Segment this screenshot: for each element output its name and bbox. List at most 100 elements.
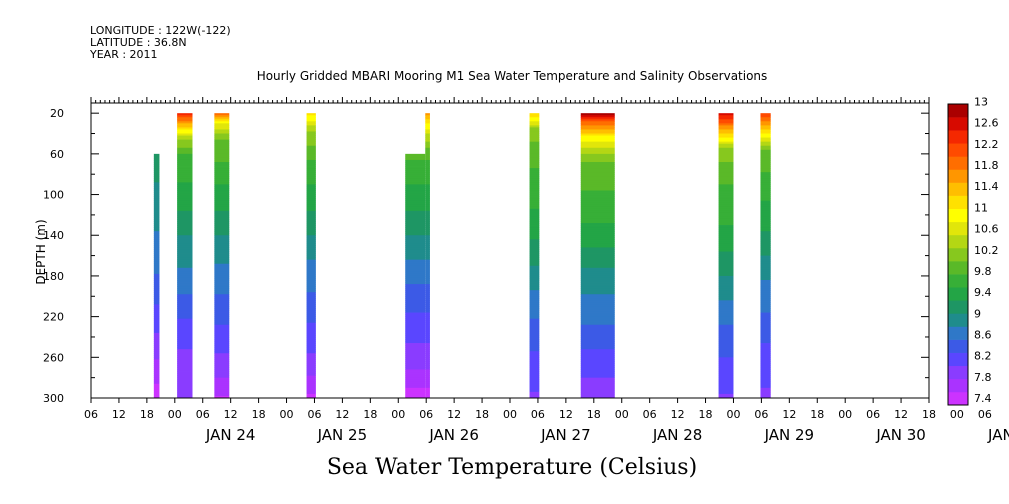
colorbar-label: 8.2 (974, 350, 992, 363)
temperature-band (529, 349, 540, 352)
temperature-band (153, 330, 160, 334)
temperature-band (177, 375, 193, 379)
temperature-band (214, 261, 230, 265)
temperature-band (718, 123, 734, 126)
temperature-band (529, 304, 540, 307)
temperature-band (580, 339, 615, 342)
temperature-band (425, 316, 430, 320)
temperature-band (306, 186, 316, 189)
temperature-band (580, 194, 615, 197)
temperature-band (529, 249, 540, 252)
temperature-band (306, 249, 316, 252)
temperature-band (529, 306, 540, 309)
temperature-band (177, 159, 193, 163)
temperature-band (177, 355, 193, 358)
temperature-band (153, 355, 160, 358)
temperature-band (405, 233, 426, 236)
temperature-band (306, 280, 316, 283)
temperature-band (580, 233, 615, 236)
temperature-band (580, 125, 615, 128)
temperature-band (425, 147, 430, 151)
temperature-band (214, 117, 230, 120)
temperature-band (153, 233, 160, 236)
temperature-band (306, 367, 316, 370)
colorbar-swatch (948, 234, 968, 249)
temperature-band (425, 233, 430, 236)
temperature-band (529, 353, 540, 356)
temperature-band (405, 389, 426, 393)
temperature-band (177, 241, 193, 244)
temperature-band (718, 316, 734, 320)
temperature-band (405, 271, 426, 275)
temperature-band (580, 277, 615, 281)
temperature-band (718, 253, 734, 256)
temperature-band (153, 243, 160, 246)
temperature-band (214, 151, 230, 155)
temperature-band (529, 216, 540, 220)
temperature-band (529, 373, 540, 377)
temperature-band (405, 190, 426, 193)
temperature-band (214, 326, 230, 330)
temperature-band (529, 265, 540, 269)
temperature-band (177, 143, 193, 147)
temperature-band (214, 275, 230, 279)
temperature-band (760, 145, 771, 149)
temperature-band (153, 345, 160, 348)
temperature-band (760, 265, 771, 269)
temperature-band (214, 310, 230, 313)
temperature-band (580, 221, 615, 224)
temperature-band (306, 255, 316, 259)
temperature-band (306, 135, 316, 138)
temperature-band (405, 298, 426, 301)
temperature-band (760, 235, 771, 238)
temperature-band (153, 239, 160, 242)
temperature-band (425, 174, 430, 177)
temperature-band (177, 322, 193, 326)
temperature-band (529, 182, 540, 185)
temperature-band (306, 214, 316, 218)
temperature-band (580, 117, 615, 120)
temperature-band (306, 178, 316, 181)
temperature-band (529, 218, 540, 222)
temperature-band (529, 308, 540, 311)
temperature-band (529, 162, 540, 165)
temperature-band (306, 300, 316, 303)
temperature-band (760, 343, 771, 346)
temperature-band (153, 208, 160, 212)
temperature-band (580, 257, 615, 261)
temperature-band (580, 121, 615, 124)
temperature-band (177, 353, 193, 356)
temperature-band (177, 194, 193, 197)
x-tick-label: 12 (224, 408, 238, 421)
temperature-band (177, 113, 193, 116)
temperature-band (760, 206, 771, 210)
temperature-band (718, 125, 734, 128)
temperature-band (760, 198, 771, 202)
temperature-band (718, 296, 734, 299)
temperature-band (153, 373, 160, 377)
temperature-band (529, 194, 540, 197)
y-axis-label: DEPTH (m) (34, 219, 48, 284)
temperature-band (529, 157, 540, 161)
temperature-band (425, 206, 430, 210)
temperature-band (718, 227, 734, 230)
temperature-band (529, 214, 540, 218)
temperature-band (177, 267, 193, 271)
temperature-band (425, 168, 430, 171)
temperature-band (760, 137, 771, 141)
temperature-band (306, 277, 316, 281)
temperature-band (214, 383, 230, 387)
temperature-band (214, 141, 230, 145)
temperature-band (718, 245, 734, 248)
temperature-band (153, 284, 160, 287)
temperature-band (153, 223, 160, 226)
temperature-band (306, 341, 316, 344)
temperature-band (177, 204, 193, 208)
x-day-label: JAN 24 (205, 426, 256, 444)
temperature-band (405, 168, 426, 171)
temperature-band (580, 123, 615, 126)
temperature-band (153, 170, 160, 173)
temperature-band (529, 275, 540, 279)
temperature-band (760, 296, 771, 299)
temperature-band (177, 249, 193, 252)
